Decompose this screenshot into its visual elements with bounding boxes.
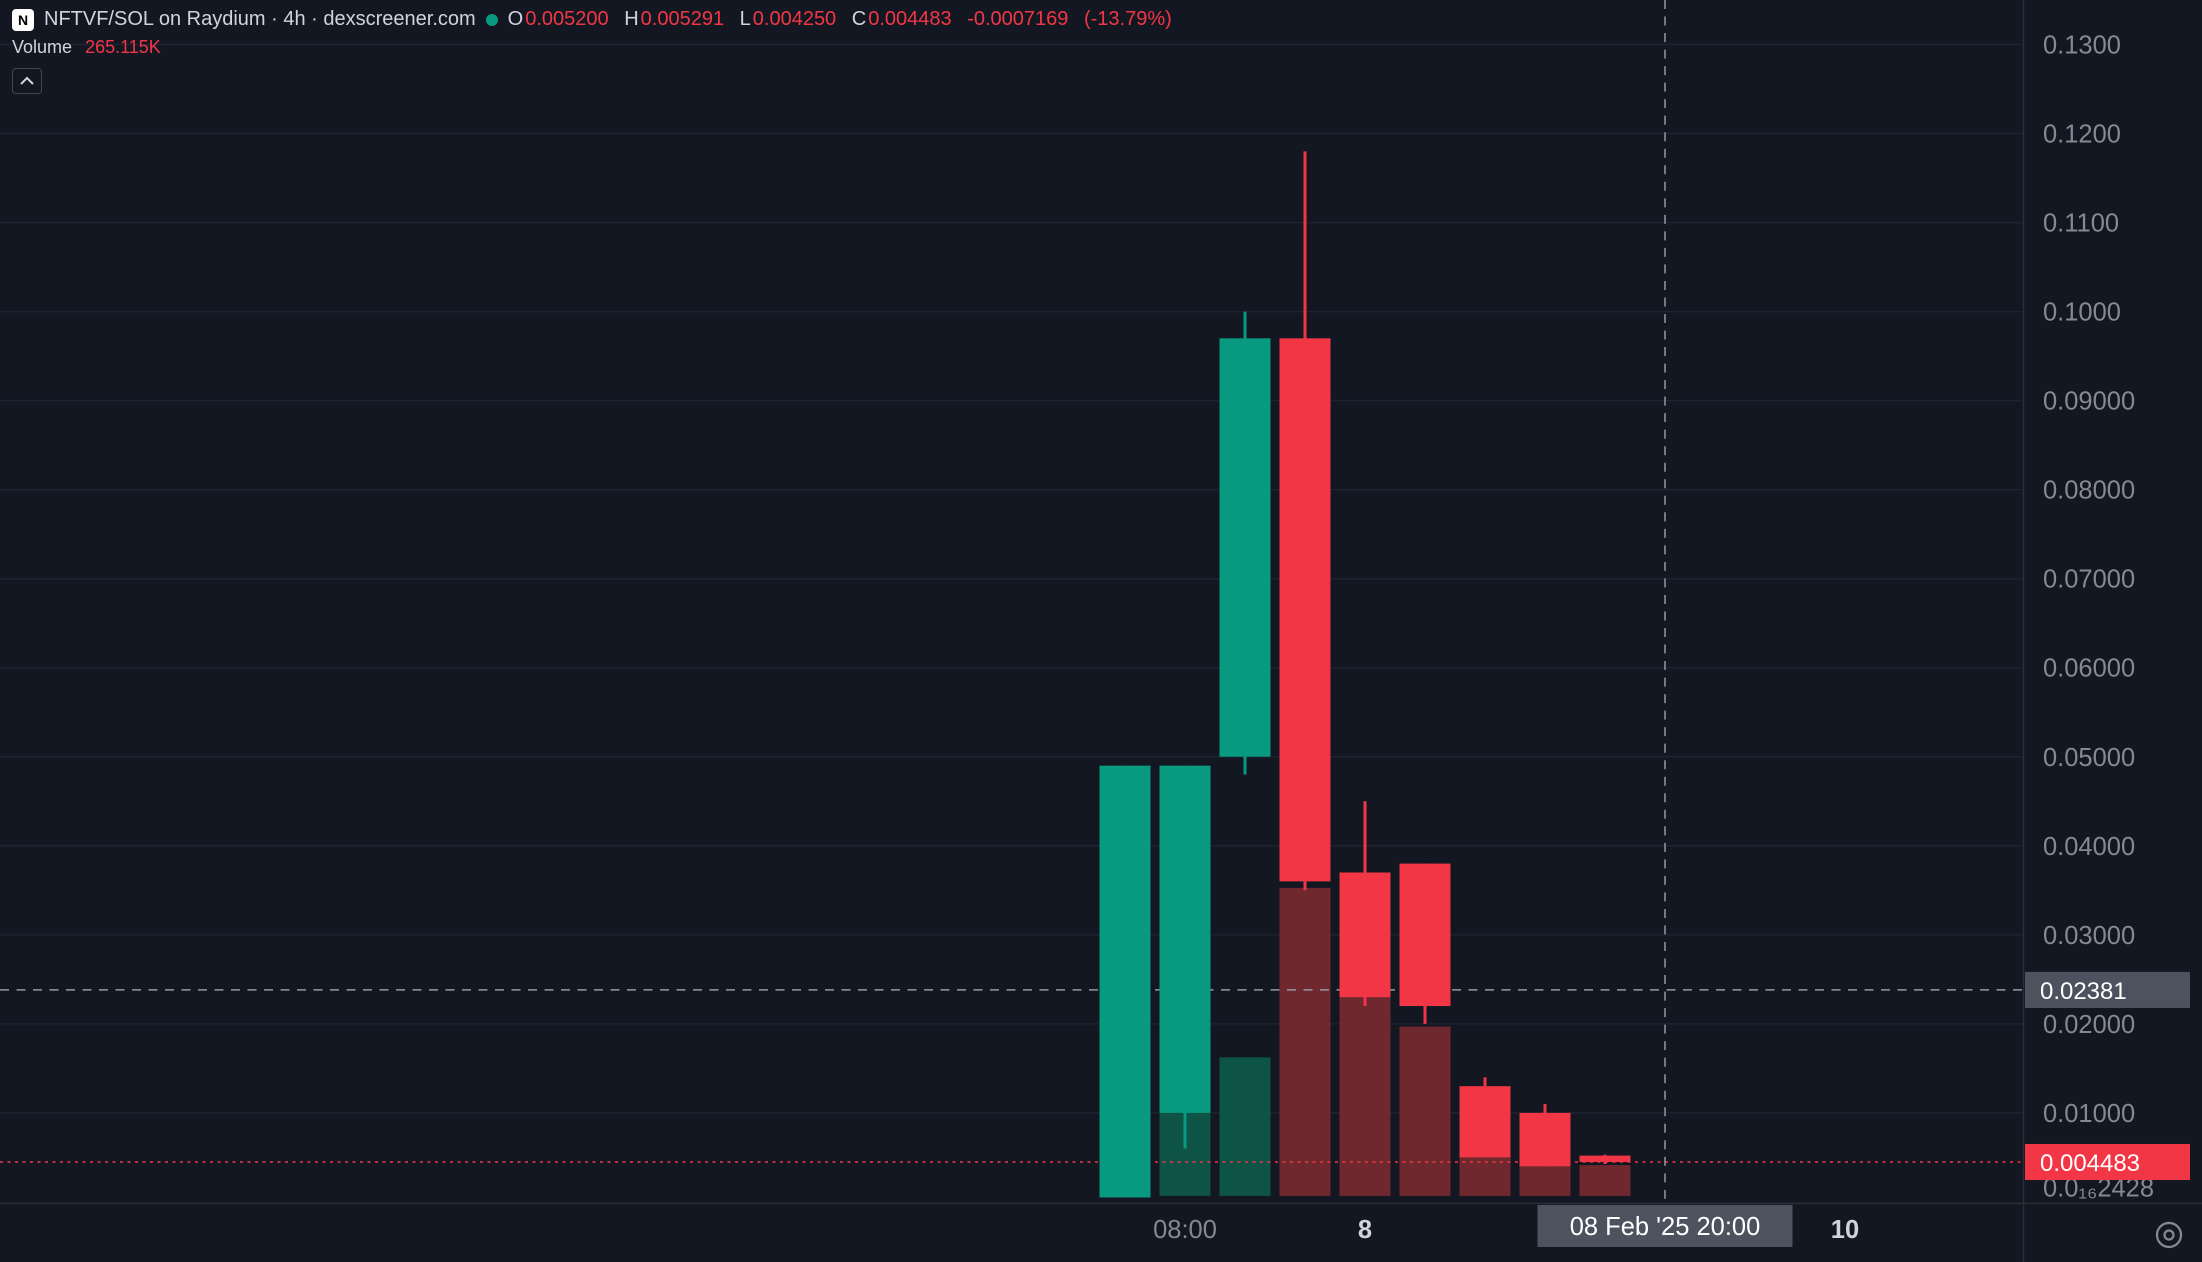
chart-header: N NFTVF/SOL on Raydium · 4h · dexscreene… xyxy=(12,8,1182,94)
svg-text:0.05000: 0.05000 xyxy=(2043,744,2135,772)
pair-title: NFTVF/SOL on Raydium · 4h · dexscreener.… xyxy=(44,8,476,31)
svg-text:0.1000: 0.1000 xyxy=(2043,299,2121,327)
candlestick-chart[interactable]: 0.1300 0.1200 0.1100 0.1000 0.09000 0.08000 0.… xyxy=(0,0,2202,1262)
svg-text:0.1200: 0.1200 xyxy=(2043,121,2121,149)
volume-readout: Volume 265.115K xyxy=(12,37,1182,58)
chevron-up-icon xyxy=(20,76,34,86)
collapse-panel-button[interactable] xyxy=(12,68,42,94)
svg-text:10: 10 xyxy=(1831,1216,1859,1244)
status-dot-icon xyxy=(486,14,498,26)
svg-text:0.06000: 0.06000 xyxy=(2043,655,2135,683)
svg-text:08 Feb '25 20:00: 08 Feb '25 20:00 xyxy=(1570,1213,1761,1241)
svg-text:0.01000: 0.01000 xyxy=(2043,1100,2135,1128)
svg-text:0.04000: 0.04000 xyxy=(2043,833,2135,861)
svg-text:0.004483: 0.004483 xyxy=(2040,1150,2140,1177)
svg-text:0.08000: 0.08000 xyxy=(2043,477,2135,505)
svg-text:0.02381: 0.02381 xyxy=(2040,978,2127,1005)
svg-text:0.1300: 0.1300 xyxy=(2043,32,2121,60)
svg-text:0.1100: 0.1100 xyxy=(2043,210,2119,238)
ohlc-readout: O0.005200 H0.005291 L0.004250 C0.004483 … xyxy=(508,8,1182,31)
svg-text:0.09000: 0.09000 xyxy=(2043,388,2135,416)
chart-container: 0.1300 0.1200 0.1100 0.1000 0.09000 0.08000 0.… xyxy=(0,0,2202,1262)
svg-text:08:00: 08:00 xyxy=(1153,1216,1217,1244)
pair-logo-icon: N xyxy=(12,9,34,31)
svg-text:0.07000: 0.07000 xyxy=(2043,566,2135,594)
svg-text:0.02000: 0.02000 xyxy=(2043,1011,2135,1039)
svg-text:8: 8 xyxy=(1358,1216,1372,1244)
svg-text:0.03000: 0.03000 xyxy=(2043,922,2135,950)
